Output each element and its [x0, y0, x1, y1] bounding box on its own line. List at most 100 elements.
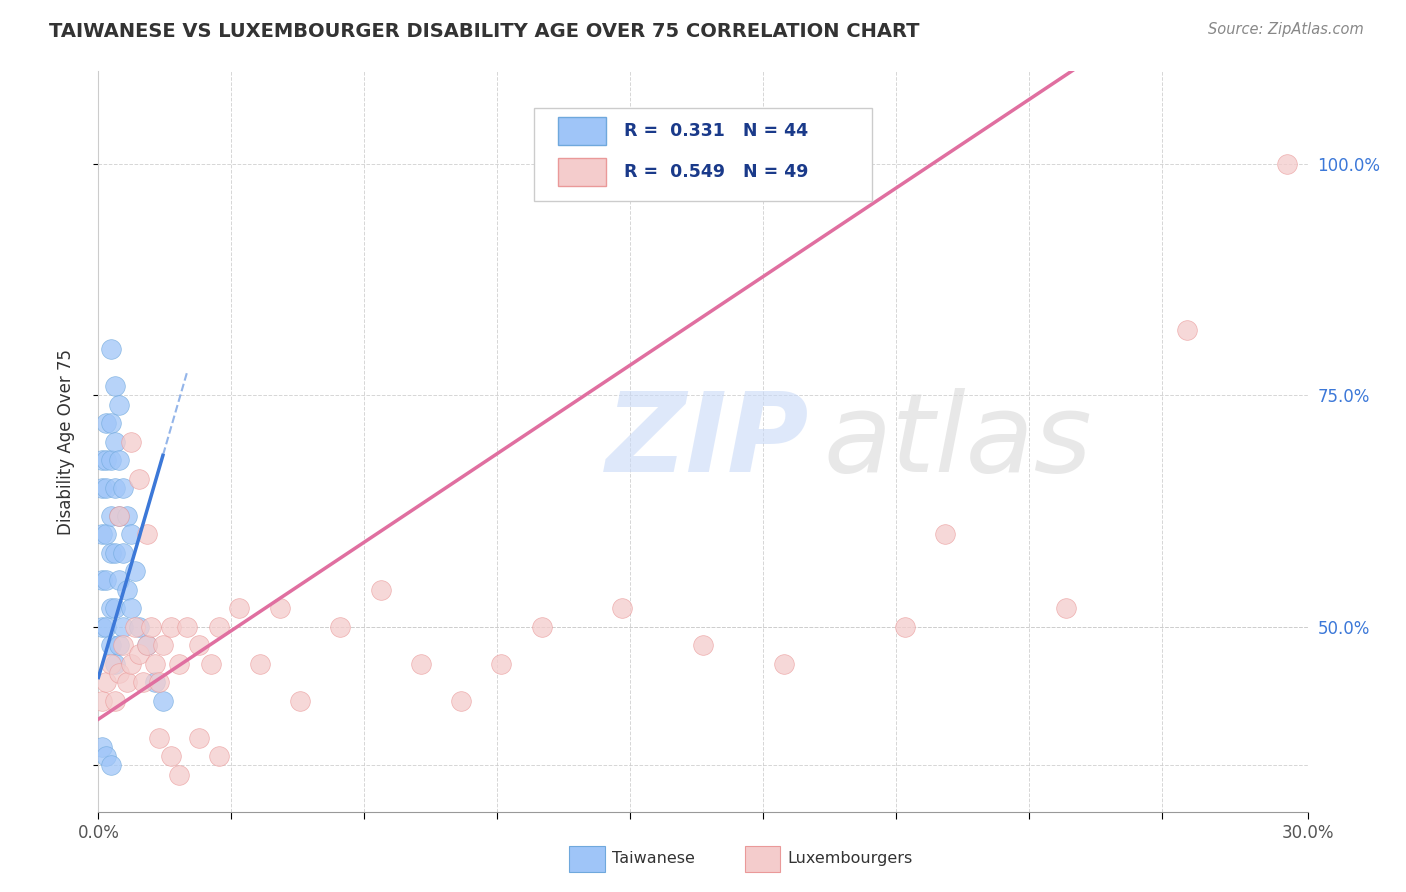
Text: TAIWANESE VS LUXEMBOURGER DISABILITY AGE OVER 75 CORRELATION CHART: TAIWANESE VS LUXEMBOURGER DISABILITY AGE… [49, 22, 920, 41]
Point [208, 749, 231, 764]
Point [103, 546, 125, 560]
Point [91, 619, 114, 633]
Point [96, 675, 118, 690]
Point [772, 657, 794, 671]
Point [188, 638, 211, 652]
Point [200, 657, 222, 671]
Point [91, 739, 114, 754]
Point [103, 601, 125, 615]
Point [115, 508, 138, 523]
Point [100, 508, 122, 523]
Point [107, 638, 129, 652]
Point [120, 527, 142, 541]
Point [132, 675, 155, 690]
Point [111, 619, 134, 633]
Point [135, 638, 157, 652]
Point [91, 694, 114, 708]
Point [1054, 601, 1077, 615]
Point [128, 471, 150, 485]
Text: Luxembourgers: Luxembourgers [787, 852, 912, 866]
Point [228, 601, 250, 615]
Text: R =  0.331   N = 44: R = 0.331 N = 44 [624, 122, 808, 140]
FancyBboxPatch shape [534, 109, 872, 201]
Point [120, 601, 142, 615]
Point [115, 675, 138, 690]
Point [115, 582, 138, 597]
Point [100, 342, 122, 356]
Point [91, 574, 114, 588]
Point [893, 619, 915, 633]
Point [91, 527, 114, 541]
Point [530, 619, 553, 633]
Point [100, 758, 122, 772]
Text: Source: ZipAtlas.com: Source: ZipAtlas.com [1208, 22, 1364, 37]
Point [100, 416, 122, 430]
Point [370, 582, 392, 597]
Point [167, 767, 190, 781]
Point [188, 731, 211, 745]
Point [120, 657, 142, 671]
Point [176, 619, 198, 633]
Point [1277, 157, 1299, 171]
Point [107, 453, 129, 467]
Point [96, 749, 118, 764]
Point [96, 453, 118, 467]
Point [100, 546, 122, 560]
Point [96, 527, 118, 541]
Text: R =  0.549   N = 49: R = 0.549 N = 49 [624, 163, 808, 181]
Y-axis label: Disability Age Over 75: Disability Age Over 75 [56, 349, 75, 534]
Point [148, 731, 170, 745]
Point [143, 675, 166, 690]
FancyBboxPatch shape [558, 158, 606, 186]
Point [100, 601, 122, 615]
Text: Taiwanese: Taiwanese [612, 852, 695, 866]
Point [111, 481, 134, 495]
Point [152, 694, 174, 708]
Point [124, 564, 146, 578]
Point [107, 665, 129, 680]
Point [167, 657, 190, 671]
Point [249, 657, 271, 671]
Point [135, 638, 157, 652]
Point [107, 398, 129, 412]
Point [103, 481, 125, 495]
Point [409, 657, 432, 671]
Point [100, 638, 122, 652]
Point [91, 481, 114, 495]
Point [103, 434, 125, 449]
Point [612, 601, 634, 615]
Point [143, 657, 166, 671]
Point [160, 749, 183, 764]
Point [139, 619, 162, 633]
Point [152, 638, 174, 652]
Point [111, 638, 134, 652]
Point [269, 601, 291, 615]
Point [329, 619, 352, 633]
Point [208, 619, 231, 633]
Point [103, 694, 125, 708]
Point [1175, 324, 1198, 338]
Point [160, 619, 183, 633]
Text: atlas: atlas [824, 388, 1092, 495]
Point [692, 638, 714, 652]
Point [148, 675, 170, 690]
Point [96, 619, 118, 633]
Point [103, 379, 125, 393]
Point [107, 574, 129, 588]
Point [128, 648, 150, 662]
Point [135, 527, 157, 541]
Point [100, 453, 122, 467]
Point [128, 619, 150, 633]
Point [934, 527, 956, 541]
Point [96, 574, 118, 588]
Point [450, 694, 472, 708]
Point [100, 657, 122, 671]
Text: ZIP: ZIP [606, 388, 810, 495]
Point [91, 453, 114, 467]
Point [107, 508, 129, 523]
Point [288, 694, 311, 708]
FancyBboxPatch shape [558, 117, 606, 145]
Point [120, 434, 142, 449]
Point [124, 619, 146, 633]
Point [111, 546, 134, 560]
